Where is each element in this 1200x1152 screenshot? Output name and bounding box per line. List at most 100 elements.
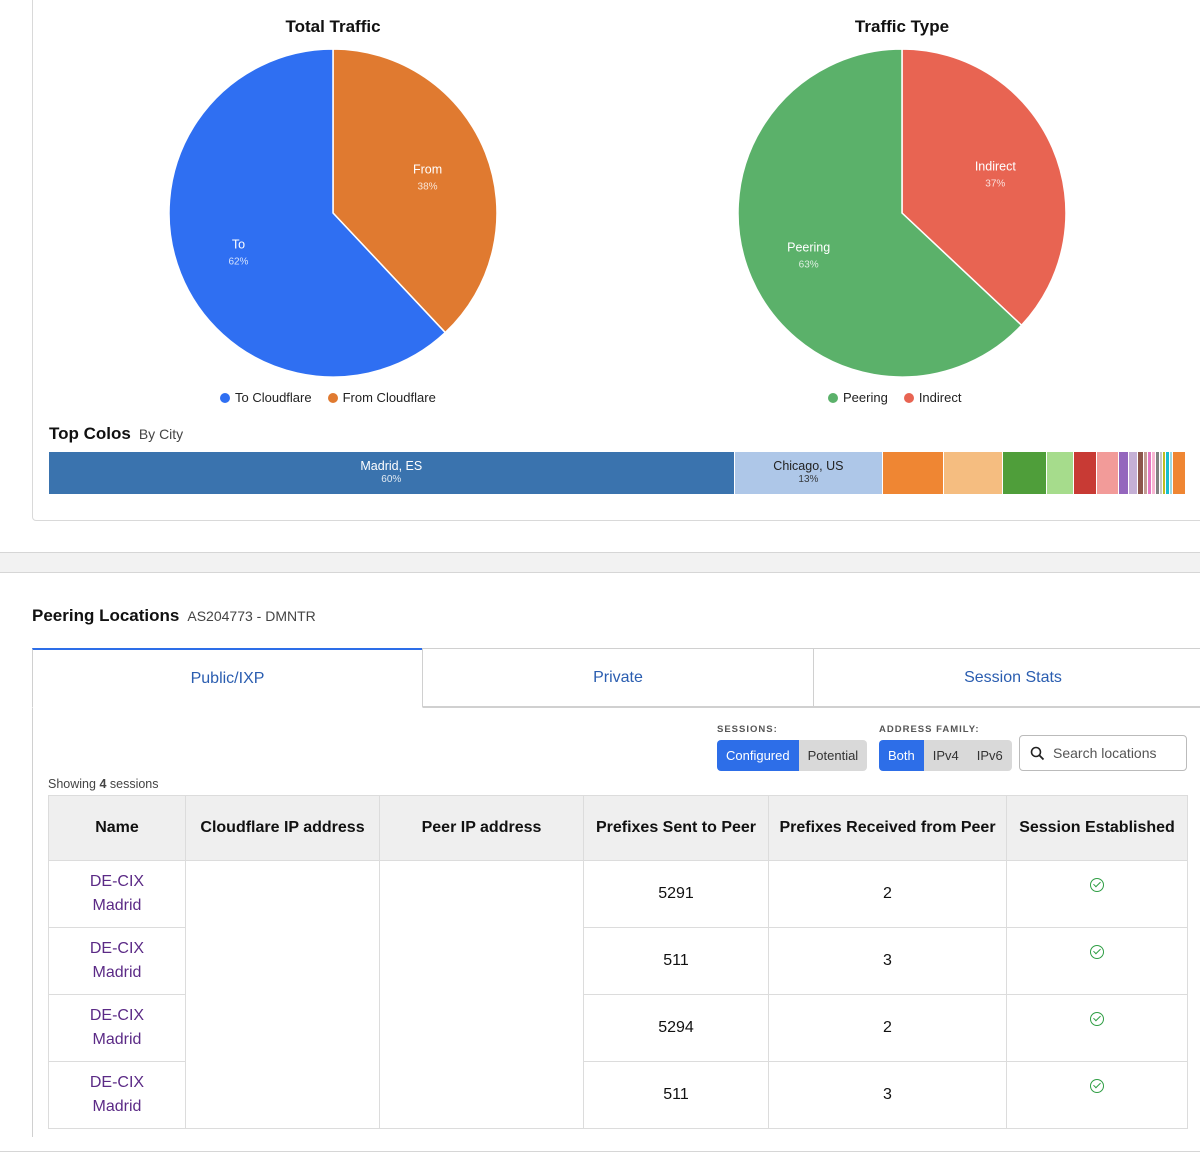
legend-item-from-cloudflare[interactable]: From Cloudflare [327,390,436,405]
colo-segment[interactable] [1137,452,1144,494]
peering-table: Name Cloudflare IP address Peer IP addre… [48,795,1188,1129]
table-row: DE-CIX Madrid 511 3 [48,927,1188,995]
colo-segment[interactable] [1128,452,1138,494]
legend-dot [828,393,838,403]
cloudflare-ip-cell [185,927,380,995]
prefixes-received-cell: 2 [768,860,1007,928]
prefixes-received-cell: 2 [768,994,1007,1062]
col-name[interactable]: Name [48,795,186,861]
colo-segment[interactable] [1003,452,1047,494]
colo-segment[interactable] [943,452,1004,494]
col-cloudflare-ip[interactable]: Cloudflare IP address [185,795,380,861]
colo-segment[interactable] [1046,452,1074,494]
colo-segment[interactable] [1073,452,1097,494]
prefixes-received-cell: 3 [768,1061,1007,1129]
legend-label: From Cloudflare [342,390,436,405]
tab-session-stats[interactable]: Session Stats [813,648,1200,707]
showing-count: 4 [99,777,107,791]
colo-segment[interactable] [1152,452,1157,494]
location-name-line1: DE-CIX [89,1074,145,1091]
pie-percent: 37% [985,179,1005,190]
pie-slice-from[interactable] [332,48,498,334]
prefixes-sent-cell: 5294 [583,994,769,1062]
search-box[interactable] [1019,735,1187,771]
legend-label: To Cloudflare [235,390,312,405]
total-traffic-title: Total Traffic [285,17,381,36]
col-prefixes-sent[interactable]: Prefixes Sent to Peer [583,795,769,861]
peer-ip-cell [379,927,584,995]
table-row: DE-CIX Madrid 5291 2 [48,860,1188,928]
ipv6-button[interactable]: IPv6 [967,740,1012,771]
session-established-cell [1006,994,1188,1062]
col-prefixes-received[interactable]: Prefixes Received from Peer [768,795,1007,861]
showing-prefix: Showing [48,777,96,791]
cloudflare-ip-cell [185,860,380,928]
location-link[interactable]: DE-CIX Madrid [90,1004,144,1052]
legend-item-to-cloudflare[interactable]: To Cloudflare [220,390,312,405]
check-circle-icon [1090,1011,1104,1026]
location-name-line2: Madrid [92,964,142,981]
pie-slice-indirect[interactable] [901,48,1067,327]
pie-label: From [413,163,442,177]
colo-segment[interactable] [1096,452,1119,494]
pie-slice-to[interactable] [168,48,447,378]
legend-item-indirect[interactable]: Indirect [903,390,961,405]
colo-segment[interactable] [1148,452,1153,494]
colo-segment[interactable] [1169,452,1174,494]
colo-segment[interactable] [1173,452,1186,494]
top-colos-heading: Top Colos By City [49,424,183,444]
search-input[interactable] [1051,744,1185,762]
ipv4-button[interactable]: IPv4 [923,740,968,771]
top-colos-bar: Madrid, ES 60% Chicago, US 13% [49,452,1186,494]
configured-button[interactable]: Configured [717,740,799,771]
traffic-type-pie: Indirect 37% Peering 63% [737,48,1067,378]
table-row: DE-CIX Madrid 5294 2 [48,994,1188,1062]
colo-segment[interactable] [1143,452,1149,494]
pie-percent: 63% [799,259,819,270]
colo-segment[interactable] [1159,452,1164,494]
check-circle-icon [1090,944,1104,959]
tab-divider [32,707,1200,708]
col-session-established[interactable]: Session Established [1006,795,1188,861]
tab-private[interactable]: Private [422,648,814,707]
location-link[interactable]: DE-CIX Madrid [90,1071,144,1119]
legend-item-peering[interactable]: Peering [828,390,888,405]
location-name-line2: Madrid [92,1031,142,1048]
pie-label: To [232,237,245,251]
colo-segment[interactable] [1156,452,1160,494]
top-colos-subtitle: By City [138,426,184,442]
legend-dot [327,393,338,403]
colo-segment[interactable] [1163,452,1167,494]
pie-slice-peering[interactable] [737,48,1023,378]
colo-percent: 60% [381,474,402,485]
tab-public-ixp[interactable]: Public/IXP [32,648,423,708]
colo-segment[interactable] [1118,452,1129,494]
session-established-cell [1006,1061,1188,1129]
colo-percent: 13% [798,474,819,485]
potential-button[interactable]: Potential [798,740,868,771]
cloudflare-ip-cell [185,1061,380,1129]
location-name-line1: DE-CIX [89,1007,145,1024]
both-button[interactable]: Both [879,740,924,771]
session-established-cell [1006,927,1188,995]
colo-segment[interactable]: Madrid, ES 60% [49,452,735,494]
peering-tabs: Public/IXP Private Session Stats [32,648,1200,708]
total-traffic-pie: From 38% To 62% [168,48,498,378]
colo-segment[interactable] [883,452,944,494]
location-name-line1: DE-CIX [89,940,145,957]
location-link[interactable]: DE-CIX Madrid [90,870,144,918]
location-name-line2: Madrid [92,1098,142,1115]
search-icon [1030,746,1045,760]
prefixes-sent-cell: 511 [583,1061,769,1129]
legend-label: Peering [843,390,888,405]
location-link[interactable]: DE-CIX Madrid [90,937,144,985]
check-circle-icon [1090,1078,1104,1093]
colo-segment[interactable]: Chicago, US 13% [734,452,884,494]
top-colos-title: Top Colos [49,424,131,443]
peering-title: Peering Locations [32,606,180,625]
pie-percent: 38% [418,182,438,193]
peering-subtitle: AS204773 - DMNTR [187,608,316,624]
col-peer-ip[interactable]: Peer IP address [379,795,584,861]
colo-segment[interactable] [1166,452,1170,494]
panel-border [32,707,33,1137]
